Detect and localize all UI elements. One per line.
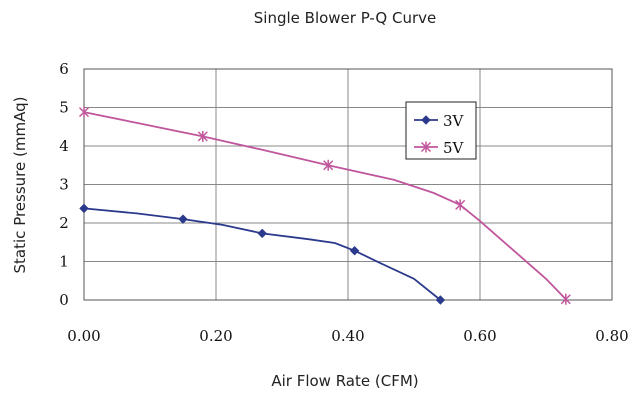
data-point xyxy=(257,228,267,239)
plot-area xyxy=(78,68,613,305)
series-5V xyxy=(78,106,571,305)
y-tick-label: 4 xyxy=(59,137,69,155)
x-axis-ticks: 0.00 0.20 0.40 0.60 0.80 xyxy=(67,327,628,345)
y-tick-label: 0 xyxy=(59,291,69,309)
data-point xyxy=(560,293,571,305)
data-point xyxy=(435,295,446,305)
data-point xyxy=(79,203,89,214)
y-axis-ticks: 0 1 2 3 4 5 6 xyxy=(59,60,69,309)
series-line xyxy=(83,111,567,300)
x-tick-label: 0.40 xyxy=(331,327,364,345)
legend-label: 5V xyxy=(443,139,465,157)
data-point xyxy=(197,130,208,142)
y-tick-label: 5 xyxy=(59,99,69,117)
legend-entry: 5V xyxy=(414,139,465,157)
legend: 3V 5V xyxy=(405,101,477,160)
y-tick-label: 2 xyxy=(59,214,69,232)
data-point xyxy=(323,159,334,171)
x-tick-label: 0.80 xyxy=(595,327,628,345)
x-tick-label: 0.00 xyxy=(67,327,100,345)
legend-marker xyxy=(420,141,432,153)
data-point xyxy=(349,246,360,256)
data-point xyxy=(178,214,188,224)
legend-entries: 3V 5V xyxy=(414,112,465,157)
series-3V xyxy=(79,203,446,305)
y-axis-label: Static Pressure (mmAq) xyxy=(11,97,29,274)
x-tick-label: 0.60 xyxy=(463,327,496,345)
legend-box xyxy=(405,101,477,160)
plot-frame xyxy=(83,68,613,301)
legend-marker xyxy=(421,115,431,125)
legend-entry: 3V xyxy=(414,112,465,130)
y-tick-label: 1 xyxy=(59,253,69,271)
gridlines xyxy=(83,68,613,301)
series-layer xyxy=(78,106,571,305)
chart-title: Single Blower P-Q Curve xyxy=(254,9,436,27)
data-point xyxy=(455,199,466,211)
series-line xyxy=(83,207,441,301)
x-tick-label: 0.20 xyxy=(199,327,232,345)
x-axis-label: Air Flow Rate (CFM) xyxy=(271,372,418,390)
data-point xyxy=(78,106,90,118)
y-tick-label: 3 xyxy=(59,176,69,194)
legend-label: 3V xyxy=(443,112,465,130)
y-tick-label: 6 xyxy=(59,60,69,78)
